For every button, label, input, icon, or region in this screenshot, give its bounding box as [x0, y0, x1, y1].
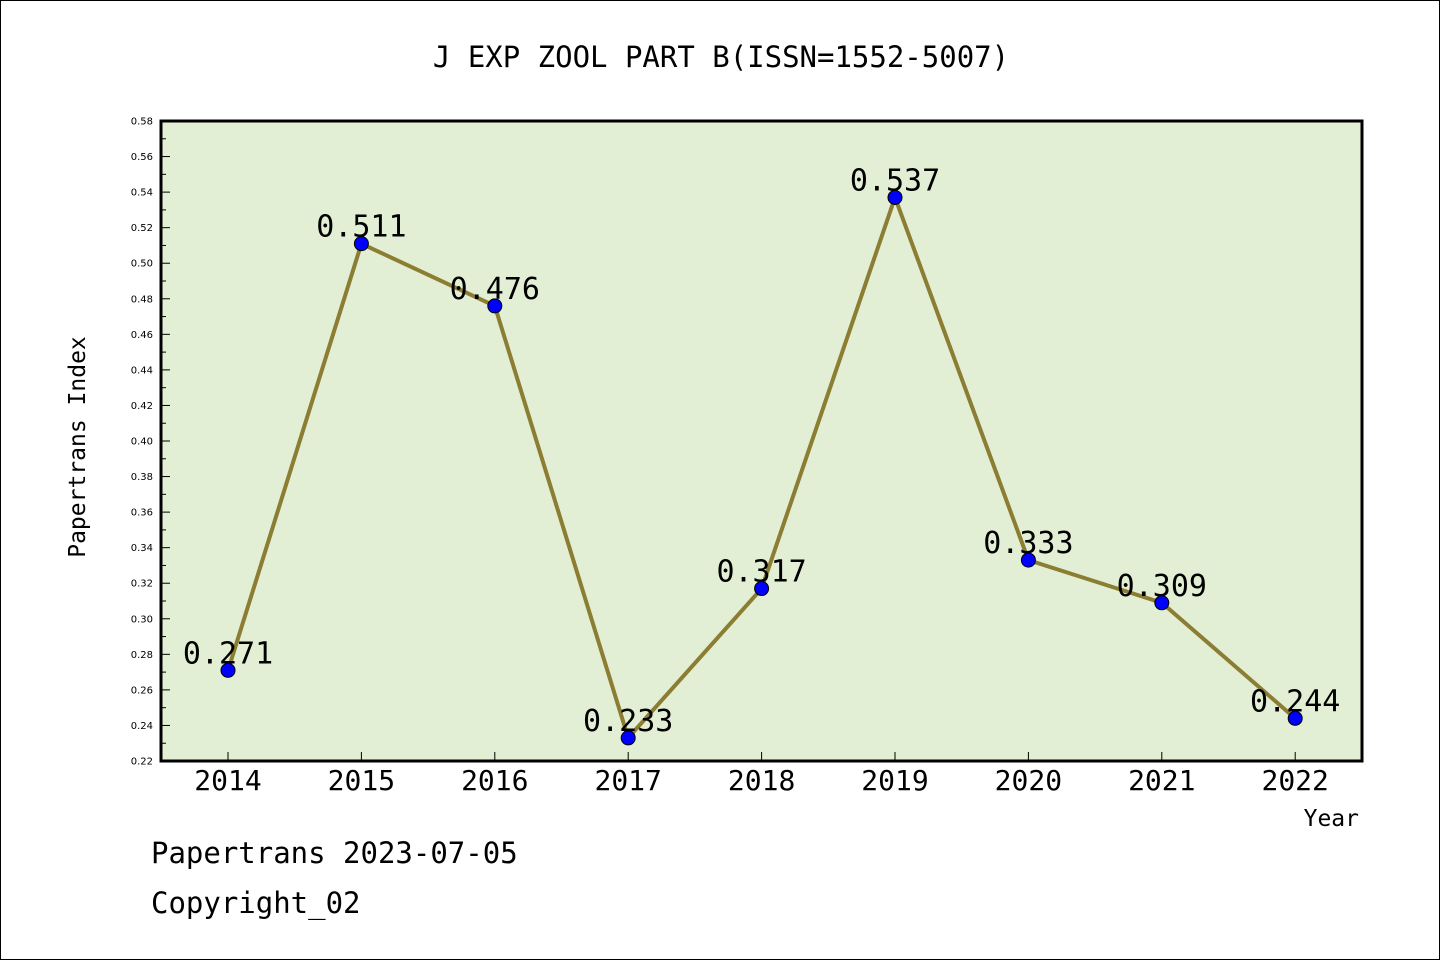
y-tick-label: 0.48	[131, 294, 153, 305]
y-tick-label: 0.44	[131, 365, 153, 376]
data-label: 0.333	[983, 526, 1073, 561]
data-label: 0.537	[850, 163, 940, 198]
data-label: 0.271	[183, 636, 273, 671]
x-axis: 2014 2015 2016 2017 2018 2019 2020 2021 2022	[194, 752, 1329, 797]
x-tick-label: 2020	[995, 764, 1062, 797]
data-label: 0.476	[450, 272, 540, 307]
y-axis-label: Papertrans Index	[65, 336, 91, 558]
y-tick-label: 0.52	[131, 223, 153, 234]
data-point	[487, 298, 503, 314]
y-tick-label: 0.34	[131, 543, 153, 554]
x-tick-label: 2019	[861, 764, 928, 797]
y-tick-label: 0.26	[131, 685, 153, 696]
y-tick-label: 0.46	[131, 330, 153, 341]
y-axis: 0.22 0.24 0.26 0.28 0.30 0.32 0.34 0.36 0.38 0.40…	[131, 117, 170, 768]
y-tick-label: 0.56	[131, 152, 153, 163]
data-label: 0.233	[583, 704, 673, 739]
x-tick-label: 2017	[594, 764, 661, 797]
y-tick-label: 0.36	[131, 508, 153, 519]
y-tick-label: 0.38	[131, 472, 153, 483]
x-tick-label: 2018	[728, 764, 795, 797]
y-tick-label: 0.54	[131, 188, 153, 199]
footer-date: Papertrans 2023-07-05	[151, 836, 518, 870]
y-tick-label: 0.50	[131, 259, 153, 270]
data-label: 0.511	[316, 210, 406, 245]
x-tick-label: 2016	[461, 764, 528, 797]
x-tick-label: 2014	[194, 764, 261, 797]
y-tick-label: 0.32	[131, 579, 153, 590]
y-tick-label: 0.22	[131, 757, 153, 768]
chart-title: J EXP ZOOL PART B(ISSN=1552-5007)	[433, 40, 1009, 74]
x-tick-label: 2021	[1128, 764, 1195, 797]
y-tick-label: 0.40	[131, 437, 153, 448]
data-point	[754, 581, 770, 597]
y-tick-label: 0.24	[131, 721, 153, 732]
y-tick-label: 0.30	[131, 614, 153, 625]
series-layer: 0.271 0.511 0.476 0.233 0.317 0.537 0.333 0.309…	[183, 163, 1340, 746]
data-point	[220, 662, 236, 678]
footer-copyright: Copyright_02	[151, 886, 361, 920]
y-tick-label: 0.58	[131, 117, 153, 128]
y-tick-label: 0.42	[131, 401, 153, 412]
data-label: 0.317	[716, 555, 806, 590]
data-point	[620, 730, 636, 746]
plot-area	[159, 119, 1364, 763]
x-tick-label: 2015	[328, 764, 395, 797]
x-tick-label: 2022	[1261, 764, 1328, 797]
y-tick-label: 0.28	[131, 650, 153, 661]
x-axis-label: Year	[1304, 806, 1359, 832]
data-point	[1020, 552, 1036, 568]
data-point	[887, 189, 903, 205]
data-label: 0.244	[1250, 684, 1340, 719]
data-point	[1287, 710, 1303, 726]
data-label: 0.309	[1117, 569, 1207, 604]
data-point	[1154, 595, 1170, 611]
data-point	[353, 236, 369, 252]
